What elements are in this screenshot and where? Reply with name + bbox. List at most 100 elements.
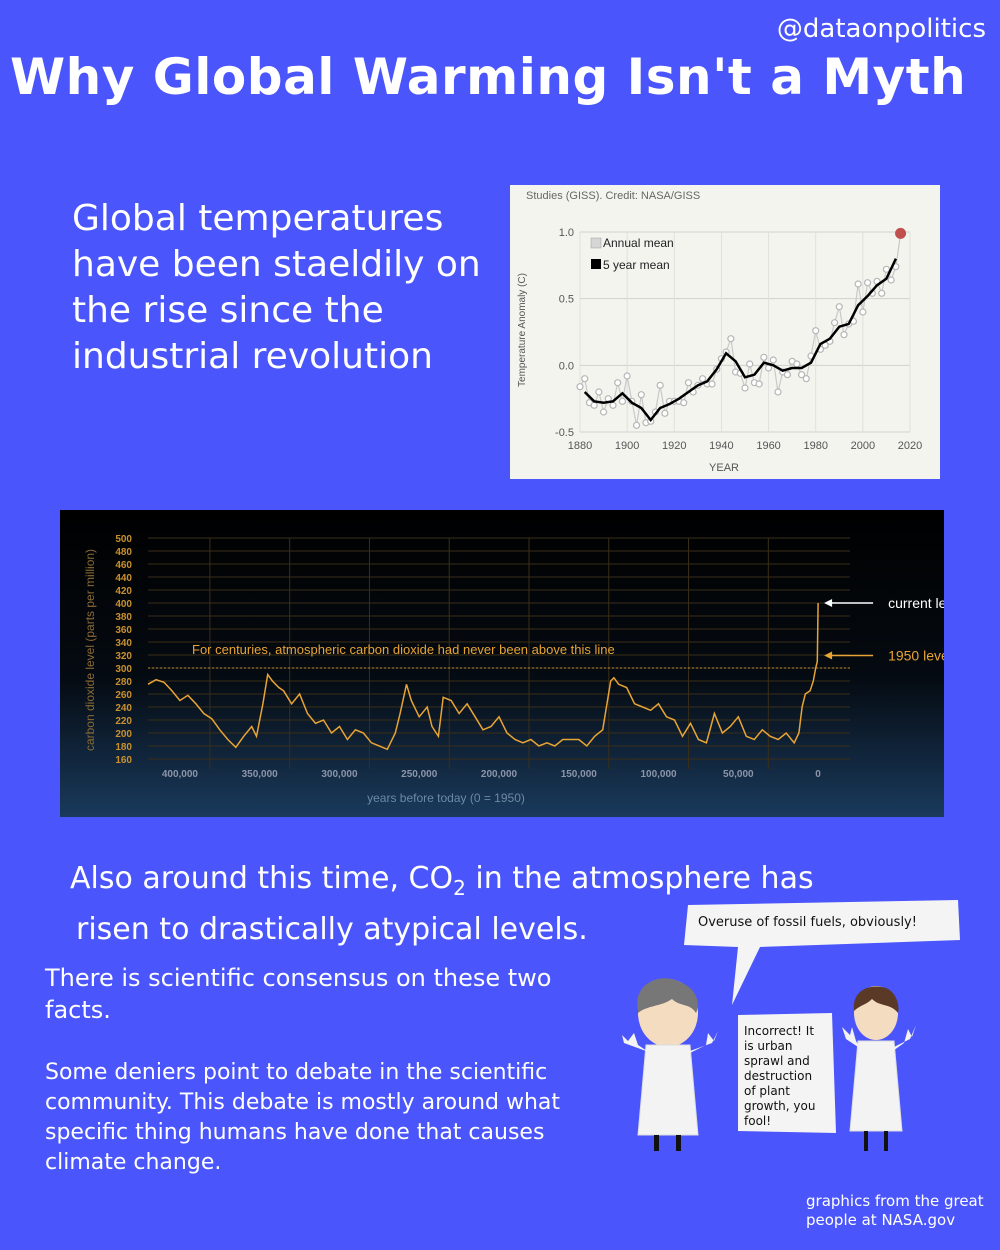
annual-mean-point: [614, 379, 622, 387]
temperature-chart: Studies (GISS). Credit: NASA/GISS 1.0 0.5…: [517, 190, 922, 474]
annual-mean-point: [618, 397, 627, 405]
annual-mean-point: [698, 375, 707, 383]
annual-mean-point: [854, 280, 862, 288]
right-scientist: [842, 986, 916, 1151]
scientists-cartoon: Overuse of fossil fuels, obviously! Inco…: [622, 900, 960, 1151]
co2-x-tick-label: 250,000: [401, 769, 438, 780]
co2-x-tick-label: 50,000: [723, 769, 754, 780]
co2-x-tick-label: 300,000: [321, 769, 358, 780]
annual-mean-point: [835, 303, 843, 311]
annual-mean-point: [878, 289, 886, 297]
temperature-legend: Annual mean 5 year mean: [590, 236, 674, 272]
threshold-annotation: For centuries, atmospheric carbon dioxid…: [192, 642, 615, 657]
co2-caption: Also around this time, CO2 in the atmosp…: [70, 858, 814, 951]
annual-mean-point: [684, 379, 693, 387]
level-1950-label: 1950 level: [888, 648, 944, 664]
annual-mean-point: [637, 391, 645, 399]
co2-y-tick-label: 400: [115, 599, 132, 610]
left-scientist: [622, 978, 718, 1151]
co2-y-tick-label: 240: [115, 703, 132, 714]
co2-caption-subscript: 2: [453, 876, 466, 900]
temperature-x-tick-label: 1920: [662, 440, 686, 452]
co2-y-tick-label: 380: [115, 612, 132, 623]
co2-x-tick-label: 400,000: [162, 769, 199, 780]
co2-y-tick-label: 360: [115, 625, 132, 636]
page-title: Why Global Warming Isn't a Myth: [10, 48, 967, 106]
co2-series-line: [147, 602, 819, 751]
annotation-arrowhead: [824, 651, 833, 660]
deniers-text: Some deniers point to debate in the scie…: [45, 1060, 561, 1175]
legend-label-annual-mean: Annual mean: [603, 236, 674, 250]
right-speech-line: of plant: [744, 1084, 790, 1098]
co2-x-tick-label: 150,000: [561, 769, 598, 780]
legend-label-five-year-mean: 5 year mean: [603, 258, 670, 272]
co2-chart: 160 180 200 220 240 260 280 300 320 340 360 380 400 4…: [60, 510, 964, 817]
annual-mean-point: [840, 331, 848, 339]
left-speech-text: Overuse of fossil fuels, obviously!: [698, 915, 917, 930]
image-credit: graphics from the great people at NASA.g…: [806, 1192, 984, 1229]
annual-mean-point: [727, 335, 735, 343]
annual-mean-point: [656, 381, 664, 389]
annual-mean-point: [609, 401, 617, 409]
annual-mean-point: [680, 399, 688, 407]
co2-y-tick-label: 340: [115, 638, 132, 649]
annual-mean-point: [746, 360, 754, 368]
temperature-x-tick-label: 1980: [803, 440, 827, 452]
annual-mean-point: [760, 353, 768, 361]
annual-mean-point: [769, 356, 777, 364]
co2-y-tick-label: 320: [115, 651, 132, 662]
co2-y-tick-label: 260: [115, 690, 132, 701]
temperature-x-tick-label: 2000: [851, 440, 875, 452]
co2-y-tick-label: 440: [115, 573, 132, 584]
co2-x-tick-label: 100,000: [640, 769, 677, 780]
co2-y-tick-label: 460: [115, 560, 132, 571]
co2-x-tick-label: 0: [815, 769, 821, 780]
temperature-y-tick-label: 1.0: [559, 227, 574, 239]
annotation-arrowhead: [824, 599, 833, 607]
co2-y-axis-label: carbon dioxide level (parts per million): [83, 549, 97, 751]
temperature-chart-card: Studies (GISS). Credit: NASA/GISS 1.0 0.5…: [510, 185, 940, 479]
temperature-x-tick-label: 1880: [568, 440, 592, 452]
annual-mean-point: [595, 388, 603, 396]
latest-annual-point: [895, 227, 907, 239]
temperature-source-line: Studies (GISS). Credit: NASA/GISS: [526, 190, 700, 202]
co2-y-tick-label: 280: [115, 677, 132, 688]
annual-mean-point: [599, 408, 608, 416]
author-handle: @dataonpolitics: [776, 14, 986, 44]
co2-y-tick-label: 160: [115, 755, 132, 766]
current-level-label: current level: [888, 595, 944, 611]
co2-y-tick-label: 220: [115, 716, 132, 727]
co2-y-tick-label: 300: [115, 664, 132, 675]
temperature-x-tick-label: 2020: [898, 440, 922, 452]
annual-mean-point: [802, 375, 810, 383]
annual-mean-point: [755, 380, 763, 388]
temperature-y-axis-label: Temperature Anomaly (C): [517, 273, 528, 387]
annual-mean-point: [590, 401, 598, 409]
temperature-x-tick-label: 1940: [709, 440, 733, 452]
annual-mean-point: [741, 384, 749, 392]
annual-mean-point: [576, 383, 584, 391]
co2-x-tick-label: 200,000: [481, 769, 518, 780]
left-speech-bubble: [684, 900, 960, 1005]
right-speech-line: fool!: [744, 1114, 771, 1128]
right-speech-bubble: [738, 1013, 836, 1133]
annual-mean-point: [812, 327, 820, 335]
co2-caption-line2: risen to drastically atypical levels.: [76, 912, 588, 947]
right-speech-line: destruction: [744, 1069, 812, 1083]
co2-x-axis-label: years before today (0 = 1950): [367, 791, 525, 805]
annual-mean-point: [783, 371, 792, 379]
five-year-mean-line: [583, 258, 898, 423]
co2-caption-prefix: Also around this time, CO: [70, 861, 454, 896]
co2-chart-card: 160 180 200 220 240 260 280 300 320 340 360 380 400 4…: [60, 510, 964, 817]
annual-mean-point: [887, 276, 895, 284]
temperature-y-tick-label: 0.5: [559, 294, 574, 306]
temperature-y-tick-label: -0.5: [555, 427, 574, 439]
annual-mean-point: [623, 372, 631, 380]
co2-y-tick-label: 200: [115, 729, 132, 740]
legend-swatch-annual: [590, 237, 602, 249]
annual-mean-point: [859, 308, 867, 316]
intro-text: Global temperatures have been staeldily …: [72, 198, 481, 377]
co2-y-tick-label: 180: [115, 742, 132, 753]
right-speech-line: Incorrect! It: [744, 1024, 814, 1038]
